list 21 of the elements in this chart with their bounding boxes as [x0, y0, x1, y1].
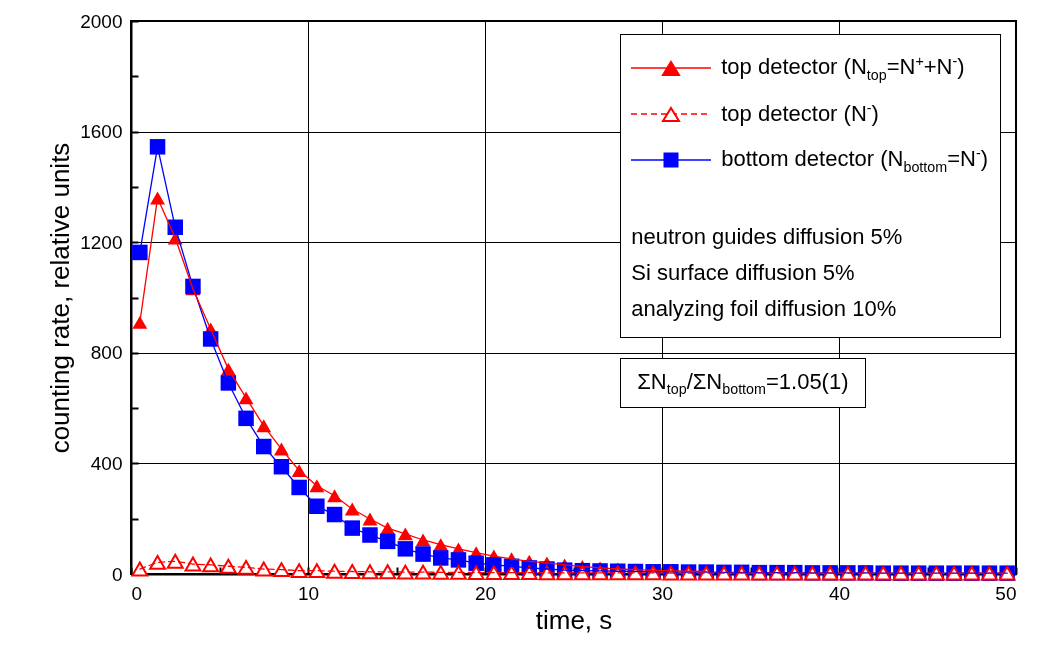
y-tick-label: 2000: [80, 10, 123, 32]
x-tick-label: 30: [651, 582, 674, 604]
y-tick-label: 0: [111, 563, 123, 585]
x-tick-label: 40: [828, 582, 851, 604]
x-tick-label: 10: [297, 582, 320, 604]
x-tick-label: 0: [131, 582, 143, 604]
annotation: neutron guides diffusion 5%: [631, 223, 904, 251]
x-axis-title: time, s: [535, 604, 613, 635]
legend-label: top detector (N$^{-}$): [721, 100, 879, 128]
x-tick-label: 50: [995, 582, 1017, 604]
y-tick-label: 400: [90, 452, 123, 474]
y-tick-label: 1600: [80, 121, 123, 143]
legend-label: bottom detector (N$_{bottom}$=N$^{-}$): [721, 145, 988, 175]
annotation: Si surface diffusion 5%: [631, 259, 856, 287]
annotation: ΣN$_{top}$/ΣN$_{bottom}$=1.05(1): [637, 369, 849, 398]
y-tick-label: 800: [90, 342, 123, 364]
y-tick-label: 1200: [80, 231, 123, 253]
annotation: analyzing foil diffusion 10%: [631, 295, 898, 323]
legend-label: top detector (N$_{top}$=N$^{+}$+N$^{-}$): [721, 53, 965, 83]
x-tick-label: 20: [474, 582, 497, 604]
y-axis-title: counting rate, relative units: [45, 142, 76, 454]
